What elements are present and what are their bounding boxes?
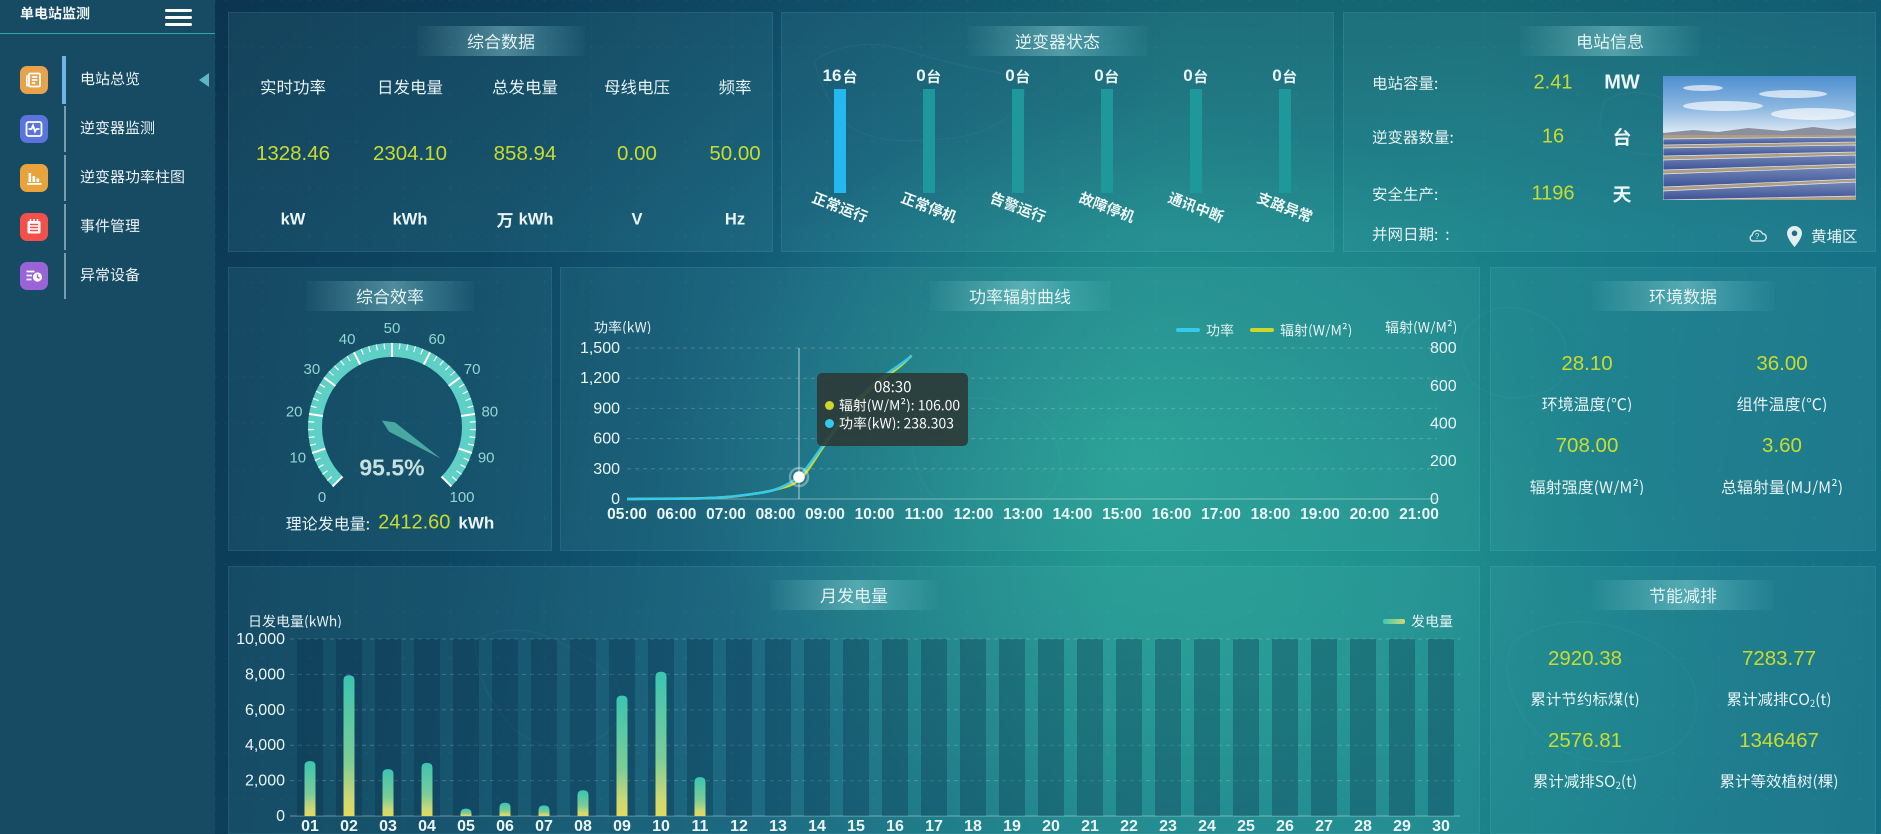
svg-text:14:00: 14:00	[1053, 506, 1093, 523]
svg-text:21:00: 21:00	[1399, 506, 1439, 523]
svg-text:09:00: 09:00	[805, 506, 845, 523]
svg-text:16:00: 16:00	[1152, 506, 1192, 523]
svg-text:25: 25	[1237, 818, 1255, 834]
svg-text:05:00: 05:00	[607, 506, 647, 523]
svg-text:0: 0	[276, 808, 285, 825]
svg-text:11: 11	[692, 818, 709, 834]
svg-text:09: 09	[613, 818, 631, 834]
svg-text:200: 200	[1430, 453, 1457, 470]
svg-text:29: 29	[1393, 818, 1411, 834]
svg-text:800: 800	[1430, 340, 1457, 357]
svg-text:05: 05	[457, 818, 475, 834]
svg-text:40: 40	[339, 331, 356, 348]
svg-text:15:00: 15:00	[1102, 506, 1142, 523]
svg-text:30: 30	[1432, 818, 1450, 834]
svg-text:90: 90	[478, 450, 495, 467]
svg-text:20:00: 20:00	[1350, 506, 1390, 523]
svg-text:600: 600	[1430, 378, 1457, 395]
svg-text:20: 20	[1042, 818, 1060, 834]
svg-text:03: 03	[379, 818, 397, 834]
svg-text:1,500: 1,500	[580, 340, 620, 357]
svg-text:15: 15	[847, 818, 865, 834]
svg-text:18:00: 18:00	[1251, 506, 1291, 523]
svg-text:06:00: 06:00	[657, 506, 697, 523]
svg-text:0: 0	[1430, 491, 1439, 508]
svg-text:400: 400	[1430, 416, 1457, 433]
svg-text:02: 02	[340, 818, 358, 834]
svg-text:14: 14	[808, 818, 826, 834]
svg-text:08:00: 08:00	[756, 506, 796, 523]
svg-text:18: 18	[964, 818, 982, 834]
svg-text:900: 900	[593, 400, 620, 417]
svg-text:2,000: 2,000	[245, 773, 285, 790]
svg-text:08: 08	[574, 818, 592, 834]
svg-text:80: 80	[481, 404, 498, 421]
svg-text:06: 06	[496, 818, 514, 834]
svg-text:13:00: 13:00	[1003, 506, 1043, 523]
svg-text:19: 19	[1003, 818, 1021, 834]
svg-text:4,000: 4,000	[245, 737, 285, 754]
svg-text:21: 21	[1081, 818, 1099, 834]
svg-text:0: 0	[611, 491, 620, 508]
svg-text:07: 07	[535, 818, 553, 834]
svg-text:8,000: 8,000	[245, 666, 285, 683]
svg-text:17:00: 17:00	[1201, 506, 1241, 523]
svg-text:17: 17	[925, 818, 943, 834]
svg-text:70: 70	[464, 361, 481, 378]
svg-text:10: 10	[289, 450, 306, 467]
svg-text:60: 60	[429, 331, 446, 348]
svg-text:50: 50	[384, 320, 401, 337]
svg-text:04: 04	[418, 818, 436, 834]
svg-text:16: 16	[886, 818, 904, 834]
svg-text:11:00: 11:00	[905, 506, 944, 523]
svg-text:28: 28	[1354, 818, 1372, 834]
svg-text:26: 26	[1276, 818, 1294, 834]
svg-text:27: 27	[1315, 818, 1333, 834]
svg-text:23: 23	[1159, 818, 1177, 834]
svg-text:10,000: 10,000	[236, 631, 285, 648]
svg-text:10: 10	[652, 818, 670, 834]
svg-text:24: 24	[1198, 818, 1216, 834]
svg-text:13: 13	[769, 818, 787, 834]
svg-text:100: 100	[449, 489, 474, 506]
svg-text:?: ?	[1755, 232, 1760, 241]
svg-text:12: 12	[730, 818, 748, 834]
svg-text:10:00: 10:00	[855, 506, 895, 523]
svg-text:22: 22	[1120, 818, 1138, 834]
svg-text:01: 01	[301, 818, 319, 834]
svg-text:300: 300	[593, 461, 620, 478]
svg-text:07:00: 07:00	[706, 506, 746, 523]
svg-text:12:00: 12:00	[954, 506, 994, 523]
svg-text:1,200: 1,200	[580, 370, 620, 387]
svg-text:20: 20	[286, 404, 303, 421]
svg-text:30: 30	[304, 361, 321, 378]
svg-text:600: 600	[593, 431, 620, 448]
svg-text:0: 0	[318, 489, 326, 506]
svg-text:19:00: 19:00	[1300, 506, 1340, 523]
svg-text:6,000: 6,000	[245, 702, 285, 719]
